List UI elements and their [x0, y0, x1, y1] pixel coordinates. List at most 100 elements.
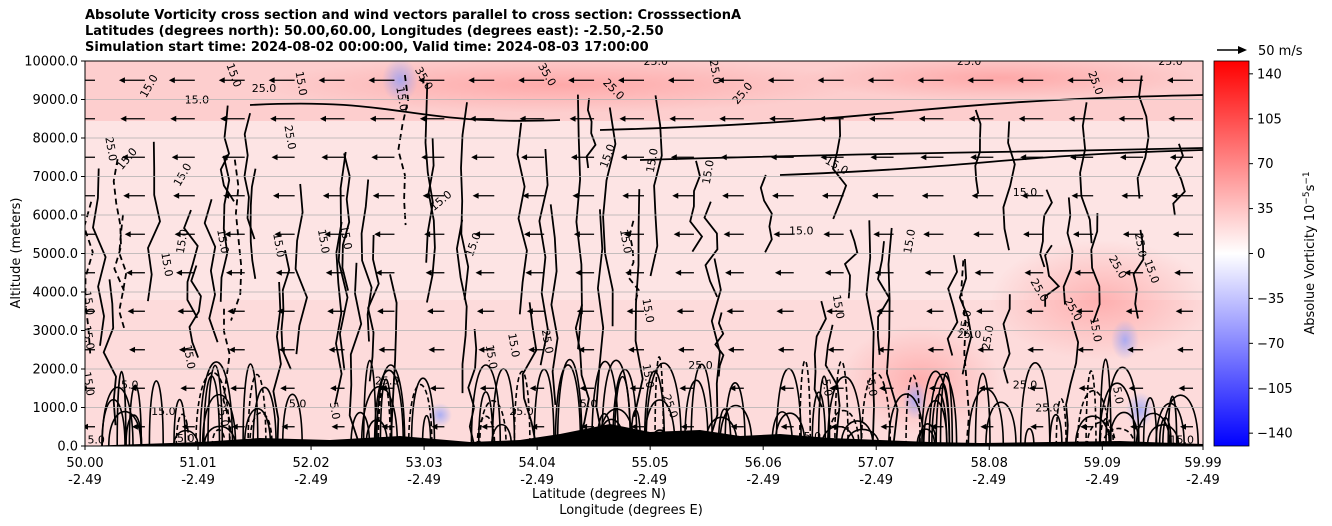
- wind-vector-head: [918, 115, 925, 122]
- contour-line: [1146, 423, 1180, 446]
- contour-line: [719, 404, 753, 446]
- contour-line: [888, 393, 925, 446]
- contour-label: 5.0: [1110, 386, 1126, 405]
- wind-vector-head: [917, 77, 924, 84]
- contour-line: [549, 204, 559, 405]
- x-tick-label-lat: 51.01: [179, 456, 216, 471]
- wind-vector-head: [419, 115, 426, 122]
- wind-vector-head: [481, 423, 488, 430]
- contour-line: [350, 412, 371, 446]
- contour-line: [613, 376, 632, 446]
- contour-label: 5.0: [327, 401, 343, 420]
- x-tick-label-lon: -2.49: [1085, 473, 1119, 488]
- contour-label: 15.0: [80, 324, 97, 350]
- wind-vector-head: [879, 385, 886, 392]
- contour-label: 15.0: [214, 228, 231, 254]
- contour-label: 15.0: [830, 294, 847, 320]
- wind-vector-head: [124, 231, 131, 238]
- contour-label: 15.0: [901, 228, 918, 254]
- wind-vector-head: [421, 154, 428, 161]
- wind-vector-head: [923, 231, 930, 238]
- contour-line: [923, 399, 948, 446]
- x-tick-label-lat: 59.99: [1184, 456, 1221, 471]
- wind-vector-head: [678, 346, 685, 353]
- wind-vector-head: [868, 115, 875, 122]
- wind-vector-head: [820, 154, 827, 161]
- wind-vector-head: [129, 346, 136, 353]
- contour-label: 25.0: [539, 328, 556, 354]
- wind-vector-head: [726, 308, 733, 315]
- wind-vector-head: [1070, 154, 1077, 161]
- contour-label: 15.0: [337, 224, 354, 250]
- wind-vector-head: [429, 385, 436, 392]
- contour-line: [1105, 366, 1140, 446]
- contour-line: [645, 362, 682, 446]
- contour-line: [1085, 370, 1097, 446]
- x-tick-label-lat: 59.09: [1084, 456, 1121, 471]
- wind-vector-head: [231, 423, 238, 430]
- x-tick-label-lon: -2.49: [407, 473, 441, 488]
- x-tick-label-lon: -2.49: [181, 473, 215, 488]
- wind-vector-head: [1169, 154, 1176, 161]
- contour-label: 5.0: [289, 398, 307, 411]
- contour-line: [426, 138, 436, 303]
- wind-vector-head: [823, 231, 830, 238]
- chart-title-line-2: Latitudes (degrees north): 50.00,60.00, …: [85, 24, 664, 39]
- wind-vector-head: [974, 269, 981, 276]
- contour-line: [759, 174, 773, 253]
- wind-vector-head: [126, 269, 133, 276]
- wind-vector-head: [1025, 308, 1032, 315]
- contour-line: [470, 364, 502, 446]
- colorbar-tick-label: 105: [1257, 112, 1282, 127]
- contour-label: 25.0: [375, 374, 400, 387]
- contour-label: 25.0: [509, 405, 534, 418]
- x-tick-label-lon: -2.49: [294, 473, 328, 488]
- wind-vector-head: [920, 154, 927, 161]
- wind-vector-head: [1125, 308, 1132, 315]
- wind-vector-head: [625, 269, 632, 276]
- contour-line: [219, 155, 231, 302]
- wind-vector-head: [174, 231, 181, 238]
- contour-line: [195, 371, 231, 446]
- contour-line: [602, 107, 617, 327]
- wind-vector-head: [428, 346, 435, 353]
- contour-line: [649, 95, 663, 277]
- y-tick-label: 2000.0: [33, 363, 79, 378]
- wind-vector-head: [118, 77, 125, 84]
- contour-line: [1024, 427, 1035, 446]
- quiver-key-arrow-head: [1238, 46, 1247, 54]
- wind-vector-head: [727, 346, 734, 353]
- wind-vector-head: [719, 115, 726, 122]
- contour-line: [774, 412, 806, 446]
- contour-line: [360, 179, 373, 342]
- contour-line: [1172, 143, 1186, 216]
- contour-line: [960, 260, 970, 446]
- contour-label: 25.0: [707, 59, 724, 85]
- wind-vector-head: [474, 231, 481, 238]
- wind-vector-head: [475, 269, 482, 276]
- x-tick-label-lon: -2.49: [520, 473, 554, 488]
- x-tick-label-lon: -2.49: [633, 473, 667, 488]
- vorticity-field: 15.0 15.015.0 25.0 15.025.035.015.035.025.0…: [80, 59, 1203, 446]
- contour-line: [827, 409, 860, 446]
- wind-vector-head: [518, 77, 525, 84]
- contour-line: [813, 300, 827, 408]
- contour-line: [612, 368, 638, 446]
- wind-vector-head: [1118, 115, 1125, 122]
- wind-vector-head: [877, 346, 884, 353]
- wind-vector-head: [780, 423, 787, 430]
- wind-vector-head: [223, 192, 230, 199]
- contour-line: [128, 384, 143, 446]
- x-tick-label-lon: -2.49: [859, 473, 893, 488]
- contour-line: [684, 379, 709, 446]
- contour-line: [974, 372, 991, 446]
- wind-vector-head: [372, 192, 379, 199]
- wind-vector-head: [325, 269, 332, 276]
- wind-vector-head: [874, 269, 881, 276]
- quiver-key-label: 50 m/s: [1258, 44, 1303, 59]
- wind-vector-head: [127, 308, 134, 315]
- wind-vector-head: [371, 154, 378, 161]
- x-tick-label-lat: 54.04: [519, 456, 556, 471]
- contour-label: 25.0: [214, 401, 231, 427]
- wind-vector-head: [130, 385, 137, 392]
